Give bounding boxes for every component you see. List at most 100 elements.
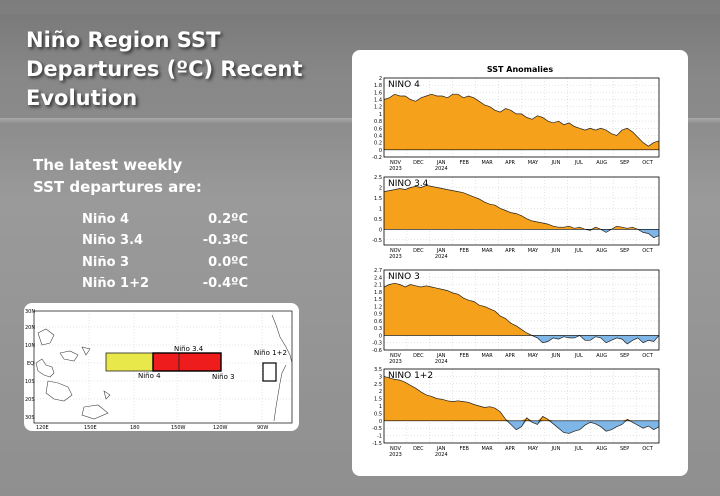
- x-tick-label: SEP: [620, 446, 629, 452]
- x-tick-label: OCT: [642, 160, 653, 166]
- nino-regions-map: Niño 3.4 Niño 4 Niño 3 Niño 1+2 30N 20N …: [25, 309, 293, 431]
- region-name: Niño 4: [82, 212, 130, 227]
- y-tick-label: -0.2: [372, 155, 382, 161]
- nino3-box: [178, 352, 222, 372]
- panel-frame: [383, 77, 660, 158]
- y-tick-label: -0.5: [372, 238, 382, 244]
- region-name: Niño 1+2: [82, 276, 150, 291]
- y-tick-label: 2: [379, 76, 382, 82]
- y-tick-label: 0: [379, 333, 382, 339]
- slide-title-line: Niño Region SST: [26, 28, 221, 52]
- x-tick-label: FEB: [459, 248, 469, 254]
- x-tick-label: JUN: [550, 353, 560, 359]
- negative-anomaly-area: [384, 229, 659, 238]
- y-tick-label: 0.5: [374, 411, 382, 417]
- y-tick-label: 0.5: [374, 217, 382, 223]
- nino34-outline: [152, 352, 222, 372]
- x-tick-label: MAY: [528, 160, 539, 166]
- y-tick-label: 0.9: [374, 312, 382, 318]
- x-tick-label: APR: [505, 160, 515, 166]
- anomaly-line: [383, 93, 660, 147]
- region-value: -0.3ºC: [202, 233, 248, 248]
- region-row-nino34: Niño 3.4 -0.3ºC: [82, 233, 272, 253]
- y-tick-label: 0: [379, 148, 382, 154]
- lat-label: 20N: [25, 325, 35, 331]
- x-tick-label: AUG: [596, 248, 607, 254]
- panel-label: NINO 3: [388, 272, 420, 282]
- nino4-box: [105, 352, 154, 372]
- map-gridlines: [34, 311, 292, 423]
- x-tick-label: JUN: [550, 446, 560, 452]
- y-tick-label: 1.5: [374, 196, 382, 202]
- lat-label: 30S: [25, 415, 35, 421]
- y-tick-label: 1: [379, 206, 382, 212]
- y-tick-label: 0.6: [374, 126, 382, 132]
- x-tick-label: MAR: [482, 160, 494, 166]
- lon-label: 120E: [36, 425, 49, 431]
- y-tick-label: 2.5: [374, 382, 382, 388]
- region-name: Niño 3: [82, 255, 130, 270]
- x-tick-label: JUL: [574, 248, 583, 254]
- y-tick-label: 3.5: [374, 367, 382, 373]
- x-year-label: 2024: [435, 166, 448, 172]
- x-tick-label: JUN: [550, 248, 560, 254]
- lat-label: 10N: [25, 343, 35, 349]
- positive-anomaly-area: [384, 94, 659, 150]
- panel-frame: [383, 368, 660, 444]
- y-tick-label: 1: [379, 404, 382, 410]
- x-tick-label: NOV: [390, 248, 402, 254]
- x-tick-label: SEP: [620, 248, 629, 254]
- intro-line: SST departures are:: [33, 178, 202, 196]
- y-tick-label: 2.5: [374, 175, 382, 181]
- x-tick-label: APR: [505, 446, 515, 452]
- x-year-label: 2023: [389, 254, 402, 260]
- nino12-box: [262, 362, 277, 382]
- y-tick-label: -1.5: [372, 441, 382, 447]
- sst-anomalies-chart: SST Anomalies 21.81.61.41.210.80.60.40.2…: [372, 65, 660, 458]
- y-tick-label: 2.4: [374, 275, 382, 281]
- slide-title-line: Evolution: [26, 86, 138, 110]
- y-tick-label: 2.1: [374, 283, 382, 289]
- y-tick-label: 0.2: [374, 141, 382, 147]
- anomaly-line: [383, 376, 660, 434]
- lon-label: 120W: [213, 425, 228, 431]
- negative-anomaly-area: [384, 420, 659, 434]
- x-tick-label: JUL: [574, 446, 583, 452]
- y-tick-label: 1.2: [374, 304, 382, 310]
- y-tick-label: 2: [379, 389, 382, 395]
- sst-anomalies-card: SST Anomalies 2 1.8 1.6 1.4 1.2 1 0.8 0.6 0.4 0.2…: [352, 50, 688, 476]
- x-tick-label: MAY: [528, 353, 539, 359]
- x-tick-label: JAN: [436, 446, 446, 452]
- positive-anomaly-area: [384, 283, 659, 336]
- y-tick-label: 0.8: [374, 119, 382, 125]
- x-tick-label: DEC: [413, 248, 424, 254]
- panel-frame: [383, 269, 660, 351]
- chart-title: SST Anomalies: [487, 65, 553, 74]
- lon-label: 150E: [84, 425, 97, 431]
- y-tick-label: 2.7: [374, 268, 382, 274]
- x-tick-label: OCT: [642, 248, 653, 254]
- lon-label: 180: [130, 425, 140, 431]
- lon-label: 150W: [171, 425, 186, 431]
- panel-label: NINO 1+2: [388, 371, 433, 381]
- y-tick-label: -1: [377, 434, 382, 440]
- slide-title-line: Departures (ºC) Recent: [26, 57, 303, 81]
- intro-text: The latest weekly SST departures are:: [33, 154, 253, 198]
- y-tick-label: 0.3: [374, 326, 382, 332]
- lon-label: 90W: [257, 425, 268, 431]
- slide-title: Niño Region SST Departures (ºC) Recent E…: [26, 26, 326, 113]
- x-tick-label: JAN: [436, 353, 446, 359]
- x-tick-label: JAN: [436, 248, 446, 254]
- x-tick-label: JUL: [574, 160, 583, 166]
- x-tick-label: FEB: [459, 353, 469, 359]
- region-row-nino4: Niño 4 0.2ºC: [82, 212, 272, 232]
- x-tick-label: DEC: [413, 160, 424, 166]
- x-tick-label: APR: [505, 248, 515, 254]
- x-tick-label: DEC: [413, 353, 424, 359]
- x-tick-label: NOV: [390, 446, 402, 452]
- y-tick-label: 1.5: [374, 297, 382, 303]
- intro-line: The latest weekly: [33, 156, 183, 174]
- nino4-map-label: Niño 4: [138, 372, 161, 380]
- x-year-label: 2024: [435, 254, 448, 260]
- x-tick-label: JUN: [550, 160, 560, 166]
